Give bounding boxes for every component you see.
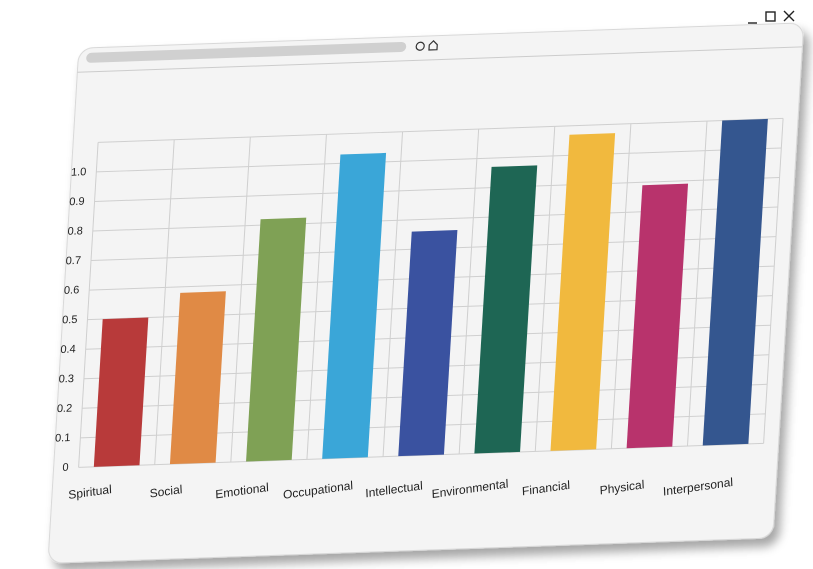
x-tick-label: Physical: [599, 477, 644, 497]
x-tick-label: Social: [149, 482, 182, 500]
vertical-grid-line: [382, 131, 404, 457]
close-button[interactable]: [783, 10, 795, 22]
vertical-grid-line: [230, 137, 251, 463]
x-tick-label: Spiritual: [68, 482, 112, 502]
y-tick-label: 0: [62, 462, 69, 474]
vertical-grid-line: [306, 134, 327, 460]
vertical-grid-line: [763, 118, 784, 444]
bar: [169, 291, 226, 465]
search-icon[interactable]: [415, 41, 425, 51]
grid-line: [94, 176, 780, 202]
y-tick-label: 0.8: [67, 225, 83, 238]
y-tick-label: 0.9: [69, 196, 85, 209]
home-icon[interactable]: [428, 39, 438, 51]
y-tick-label: 0.1: [55, 432, 71, 445]
y-tick-label: 0.7: [65, 255, 81, 268]
vertical-grid-line: [610, 123, 632, 449]
vertical-grid-line: [78, 142, 99, 468]
bar: [474, 165, 538, 454]
toolbar-divider: [77, 46, 803, 73]
bar: [246, 217, 307, 462]
grid-line: [96, 147, 782, 173]
vertical-grid-line: [534, 126, 556, 452]
vertical-grid-line: [154, 139, 175, 465]
y-tick-label: 0.4: [60, 343, 76, 356]
x-tick-label: Financial: [522, 478, 571, 499]
y-tick-label: 1.0: [71, 166, 87, 179]
bar: [93, 317, 149, 467]
y-tick-label: 0.3: [58, 373, 74, 386]
y-tick-label: 0.5: [62, 314, 78, 327]
vertical-grid-line: [458, 129, 480, 455]
bar: [626, 183, 689, 449]
y-tick-label: 0.2: [57, 403, 73, 416]
vertical-grid-line: [686, 121, 708, 447]
bar: [550, 133, 616, 451]
chart: 0 0.1 0.2 0.3 0.4 0.5 0.6 0.7 0.8 0.9 1.0 Spiritual…: [55, 117, 784, 502]
maximize-button[interactable]: [765, 11, 776, 22]
bar: [398, 230, 458, 457]
bar: [322, 152, 387, 459]
address-bar[interactable]: [86, 41, 407, 63]
window: 0 0.1 0.2 0.3 0.4 0.5 0.6 0.7 0.8 0.9 1.0 Spiritual…: [48, 22, 804, 564]
bar: [702, 118, 768, 446]
y-tick-label: 0.6: [64, 284, 80, 297]
window-controls[interactable]: [748, 10, 795, 24]
top-border: [98, 117, 784, 143]
